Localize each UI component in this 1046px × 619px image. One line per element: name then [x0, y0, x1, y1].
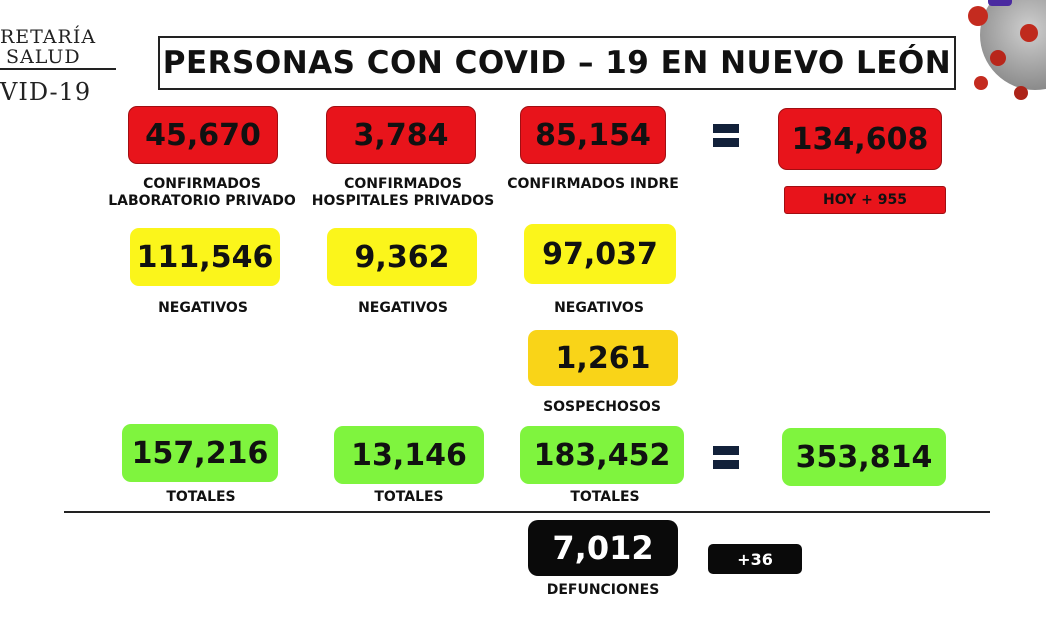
confirmados-hospitales-label: CONFIRMADOS HOSPITALES PRIVADOS — [311, 176, 495, 209]
sospechosos-value: 1,261 — [528, 330, 678, 386]
defunciones-value: 7,012 — [528, 520, 678, 576]
defunciones-delta-badge: +36 — [708, 544, 802, 574]
page-title: PERSONAS CON COVID – 19 EN NUEVO LEÓN — [158, 36, 956, 90]
totales-indre-value: 183,452 — [520, 426, 684, 484]
totales-hospitales-value: 13,146 — [334, 426, 484, 484]
equals-sign-top-bar — [713, 124, 739, 133]
totales-privado-lab-label: TOTALES — [166, 489, 236, 505]
confirmados-total-value: 134,608 — [778, 108, 942, 170]
equals-sign-top-bar-2 — [713, 446, 739, 455]
confirmados-privado-lab-value: 45,670 — [128, 106, 278, 164]
equals-sign-bottom-bar-2 — [713, 460, 739, 469]
confirmados-indre-label: CONFIRMADOS INDRE — [507, 176, 679, 192]
sospechosos-label: SOSPECHOSOS — [543, 399, 661, 415]
negativos-privado-lab-value: 111,546 — [130, 228, 280, 286]
defunciones-label: DEFUNCIONES — [546, 582, 660, 598]
logo-divider — [0, 68, 116, 70]
section-divider — [64, 511, 990, 513]
virus-illustration-icon — [960, 0, 1046, 120]
logo-text-line3: VID-19 — [0, 78, 92, 106]
confirmados-indre-value: 85,154 — [520, 106, 666, 164]
negativos-indre-value: 97,037 — [524, 224, 676, 284]
logo-text-line1: RETARÍA — [0, 26, 97, 48]
totales-privado-lab-value: 157,216 — [122, 424, 278, 482]
negativos-hospitales-label: NEGATIVOS — [358, 300, 448, 316]
confirmados-privado-lab-label: CONFIRMADOS LABORATORIO PRIVADO — [108, 176, 296, 209]
totales-indre-label: TOTALES — [570, 489, 640, 505]
negativos-hospitales-value: 9,362 — [327, 228, 477, 286]
logo-text-line2: SALUD — [6, 46, 81, 68]
confirmados-hospitales-value: 3,784 — [326, 106, 476, 164]
totales-hospitales-label: TOTALES — [374, 489, 444, 505]
negativos-privado-lab-label: NEGATIVOS — [158, 300, 248, 316]
hoy-increment-badge: HOY + 955 — [784, 186, 946, 214]
equals-sign-bottom-bar — [713, 138, 739, 147]
totales-total-value: 353,814 — [782, 428, 946, 486]
negativos-indre-label: NEGATIVOS — [554, 300, 644, 316]
